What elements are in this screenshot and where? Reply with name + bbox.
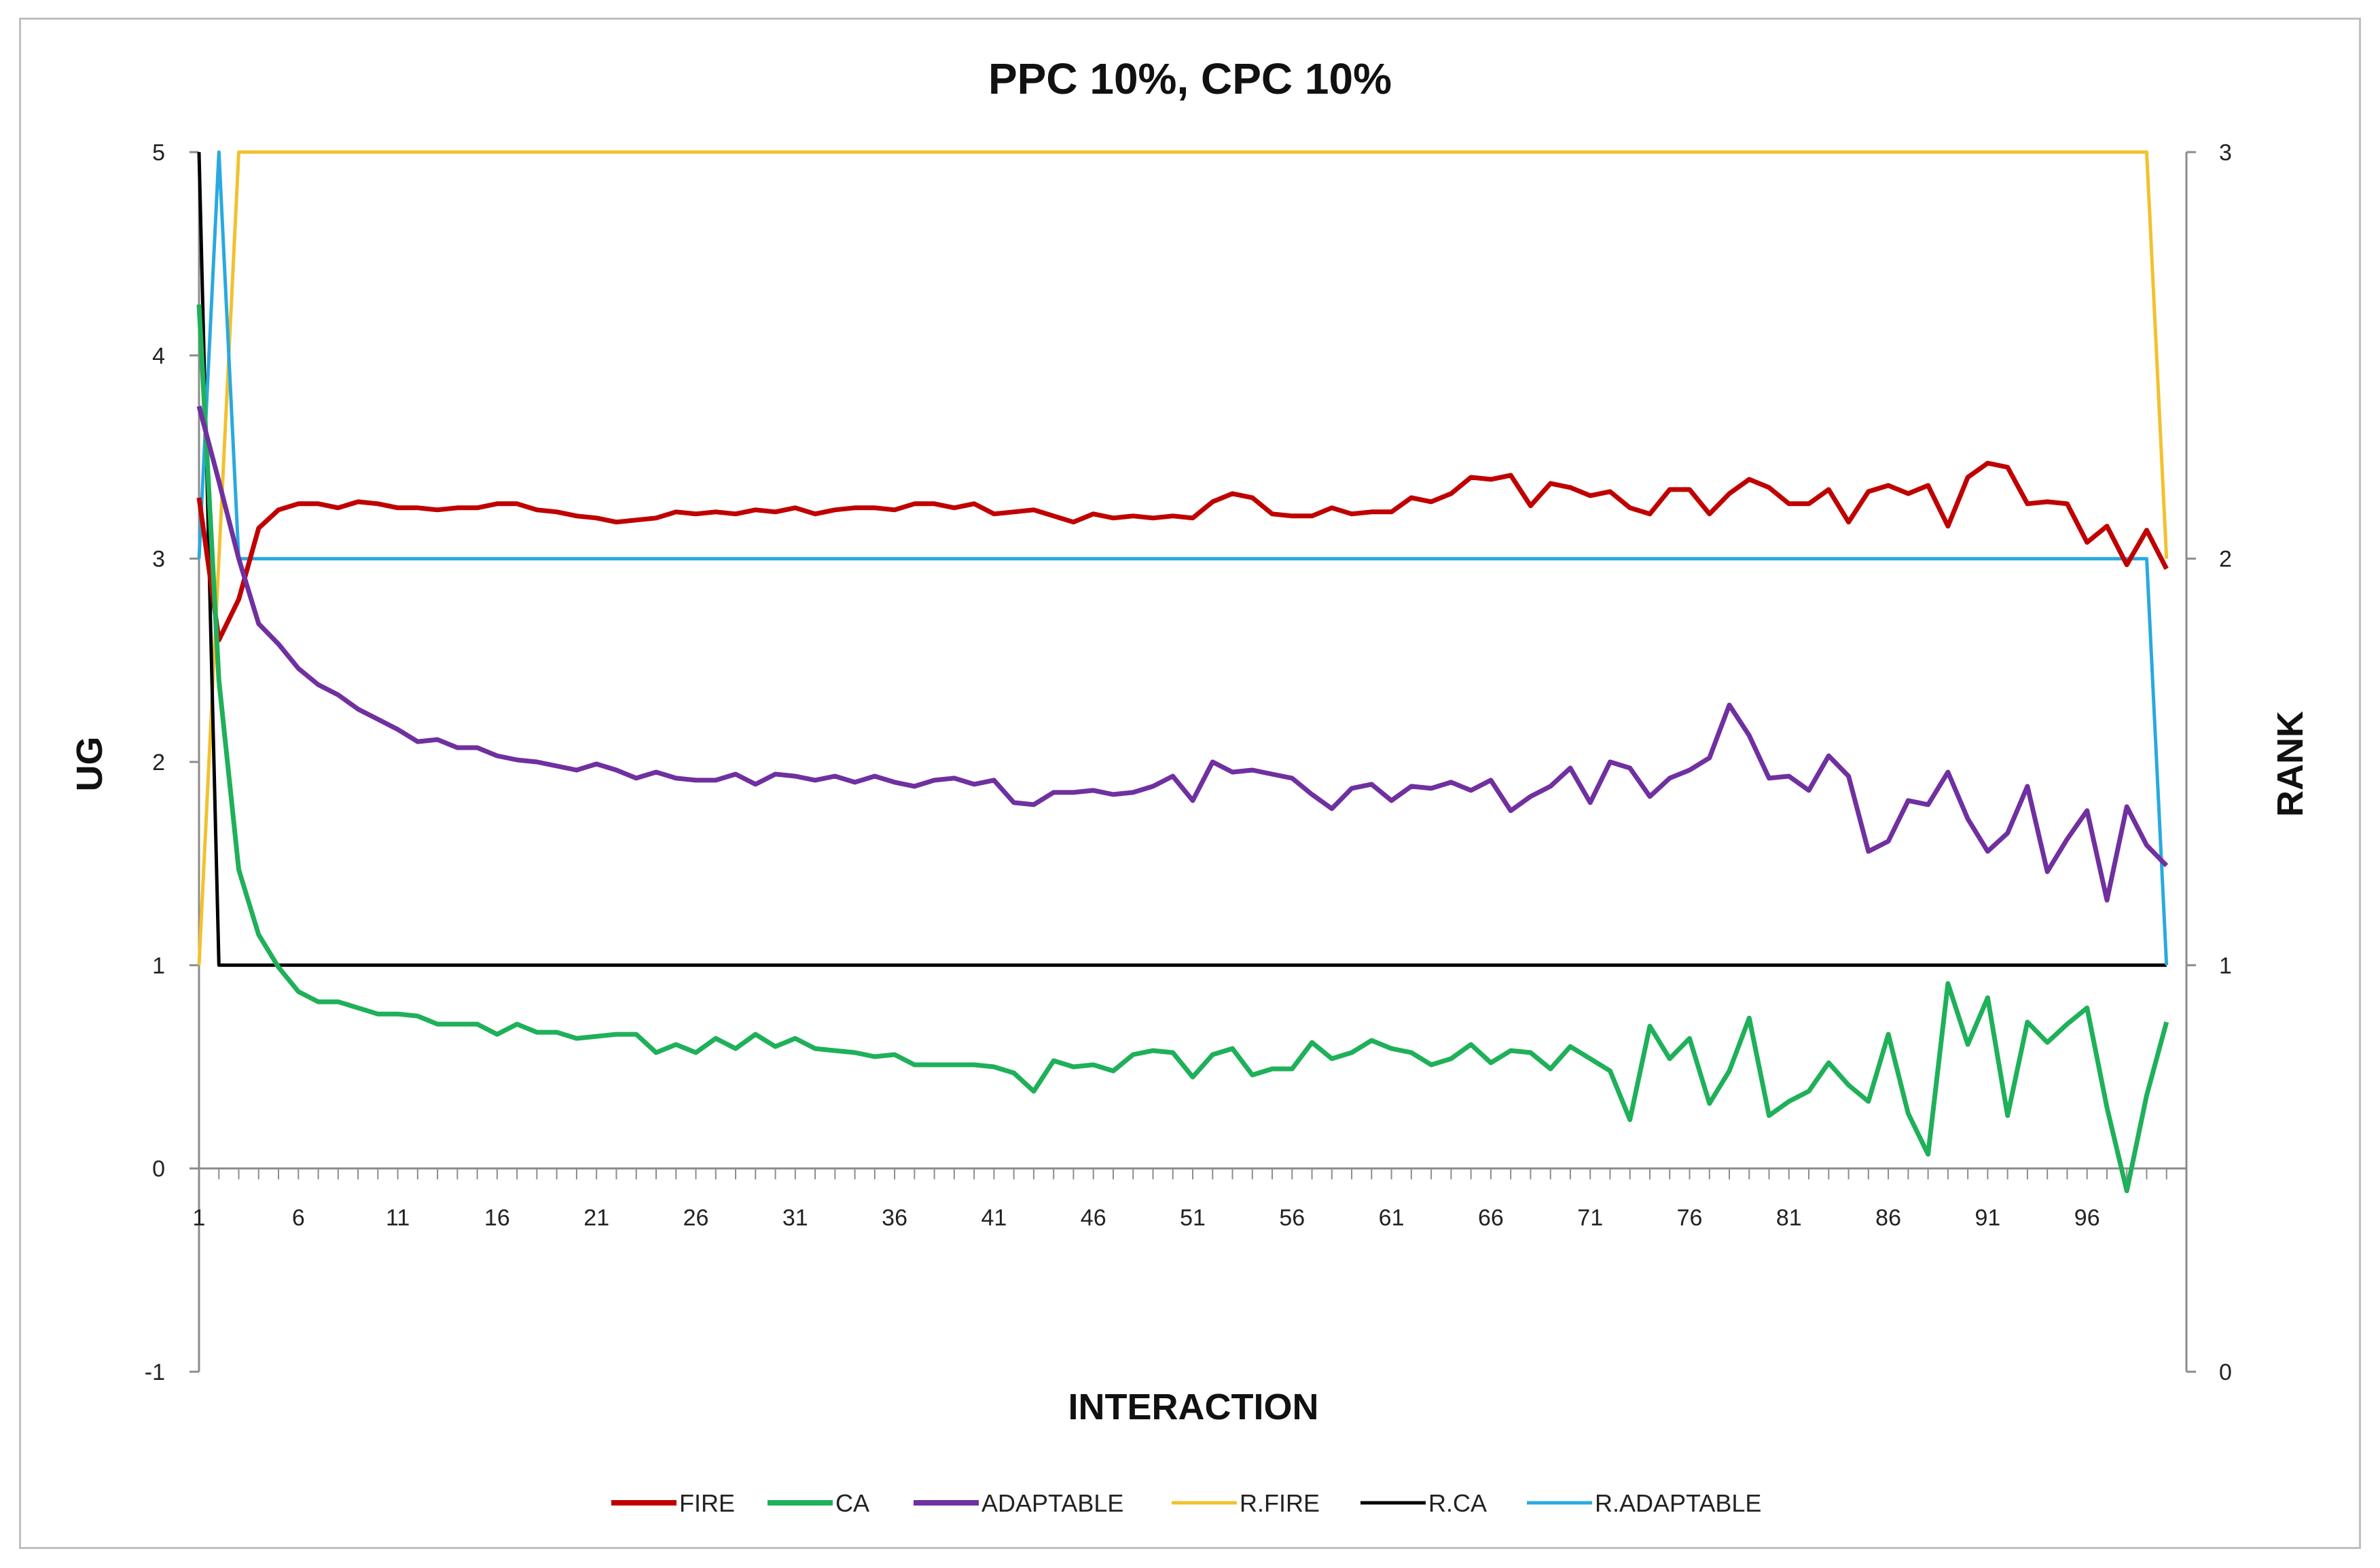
legend-label-r-ca: R.CA bbox=[1428, 1489, 1487, 1517]
x-tick-label: 36 bbox=[882, 1205, 907, 1231]
y2-tick-label: 1 bbox=[2219, 953, 2232, 979]
x-tick-label: 16 bbox=[484, 1205, 510, 1231]
x-tick-label: 76 bbox=[1677, 1205, 1703, 1231]
legend-label-adaptable: ADAPTABLE bbox=[981, 1489, 1123, 1517]
series-line-fire bbox=[196, 460, 2169, 642]
y2-tick-label: 3 bbox=[2219, 140, 2232, 166]
x-tick-label: 31 bbox=[782, 1205, 808, 1231]
x-tick-label: 66 bbox=[1478, 1205, 1504, 1231]
x-tick-label: 71 bbox=[1577, 1205, 1603, 1231]
x-tick-label: 81 bbox=[1776, 1205, 1802, 1231]
x-tick-label: 96 bbox=[2074, 1205, 2100, 1231]
x-tick-label: 6 bbox=[292, 1205, 305, 1231]
x-tick-label: 86 bbox=[1875, 1205, 1901, 1231]
x-tick-label: 11 bbox=[386, 1205, 410, 1231]
x-tick-label: 41 bbox=[981, 1205, 1007, 1231]
series-line-adaptable bbox=[196, 405, 2169, 902]
chart-title: PPC 10%, CPC 10% bbox=[988, 54, 1392, 103]
x-tick-label: 61 bbox=[1379, 1205, 1405, 1231]
x-tick-label: 91 bbox=[1975, 1205, 2000, 1231]
x-tick-label: 21 bbox=[583, 1205, 609, 1231]
y-tick-label: 3 bbox=[152, 547, 165, 572]
legend-label-r-adaptable: R.ADAPTABLE bbox=[1595, 1489, 1761, 1517]
legend-label-fire: FIRE bbox=[679, 1489, 735, 1517]
x-tick-label: 1 bbox=[193, 1205, 206, 1231]
y-tick-label: -1 bbox=[145, 1360, 165, 1385]
series-line-ca bbox=[196, 304, 2169, 1194]
x-tick-label: 46 bbox=[1081, 1205, 1106, 1231]
y-tick-label: 4 bbox=[152, 343, 165, 369]
y-axis-title: UG bbox=[69, 737, 110, 792]
x-tick-label: 51 bbox=[1180, 1205, 1206, 1231]
y2-tick-label: 0 bbox=[2219, 1360, 2232, 1385]
x-tick-label: 56 bbox=[1279, 1205, 1305, 1231]
y2-tick-label: 2 bbox=[2219, 547, 2232, 572]
x-axis-title: INTERACTION bbox=[1068, 1387, 1319, 1427]
y-tick-label: 0 bbox=[152, 1156, 165, 1182]
y-tick-label: 5 bbox=[152, 140, 165, 166]
y-tick-label: 1 bbox=[152, 953, 165, 979]
series-group bbox=[196, 150, 2169, 1194]
x-tick-label: 26 bbox=[683, 1205, 709, 1231]
series-line-r-ca bbox=[197, 151, 2167, 967]
legend-label-r-fire: R.FIRE bbox=[1240, 1489, 1320, 1517]
series-line-r-fire bbox=[197, 150, 2169, 966]
y-tick-label: 2 bbox=[152, 750, 165, 776]
chart-frame bbox=[19, 18, 2361, 1549]
legend: FIRE CA ADAPTABLE R.FIRE R.CA R.ADAPTABLE bbox=[611, 1489, 1761, 1517]
legend-label-ca: CA bbox=[835, 1489, 869, 1517]
series-line-r-adaptable bbox=[197, 150, 2169, 966]
y2-axis-title: RANK bbox=[2270, 711, 2311, 817]
